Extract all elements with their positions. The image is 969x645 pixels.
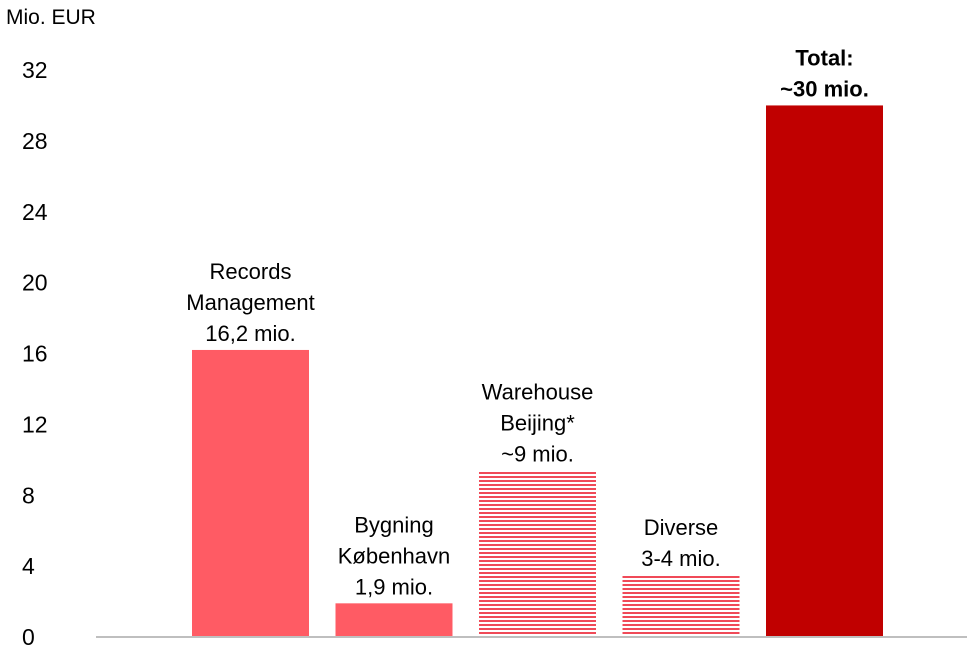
bar-data-label: Bygning København 1,9 mio. — [338, 512, 451, 599]
bar-label-line: Bygning — [354, 512, 434, 537]
bar-label-line: Total: — [795, 45, 853, 70]
y-axis-unit-label: Mio. EUR — [6, 6, 96, 29]
bar-label-line: Beijing* — [500, 410, 575, 435]
y-tick-label: 28 — [22, 128, 48, 154]
bar — [192, 349, 309, 637]
bar-data-label: Total: ~30 mio. — [780, 45, 869, 101]
bar-label-line: Warehouse — [482, 379, 594, 404]
y-tick-label: 24 — [22, 199, 48, 225]
bar-data-label: Diverse 3-4 mio. — [641, 515, 720, 571]
bar-label-line: Management — [186, 290, 314, 315]
bar-label-line: ~30 mio. — [780, 76, 869, 101]
bar-label-line: Diverse — [644, 515, 719, 540]
bar — [766, 105, 883, 637]
bar-data-label: Warehouse Beijing* ~9 mio. — [482, 379, 594, 466]
bar-data-label: Records Management 16,2 mio. — [186, 259, 314, 346]
bar-labels: Records Management 16,2 mio. Bygning Københa… — [186, 45, 869, 599]
bar — [622, 574, 740, 637]
y-axis-ticks: 0 4 8 12 16 20 24 28 32 — [22, 57, 48, 645]
y-tick-label: 8 — [22, 482, 35, 508]
y-tick-label: 20 — [22, 270, 48, 296]
bar-label-line: 1,9 mio. — [355, 574, 433, 599]
y-tick-label: 32 — [22, 57, 48, 83]
y-tick-label: 16 — [22, 341, 48, 367]
y-tick-label: 0 — [22, 624, 35, 645]
bar — [335, 603, 453, 637]
bar-label-line: 3-4 mio. — [641, 546, 720, 571]
bars — [192, 105, 883, 637]
bar-label-line: Records — [210, 259, 292, 284]
bar-label-line: København — [338, 543, 451, 568]
bar-label-line: ~9 mio. — [501, 441, 574, 466]
bar — [479, 470, 596, 637]
bar-label-line: 16,2 mio. — [205, 321, 296, 346]
y-tick-label: 4 — [22, 553, 35, 579]
y-tick-label: 12 — [22, 411, 48, 437]
